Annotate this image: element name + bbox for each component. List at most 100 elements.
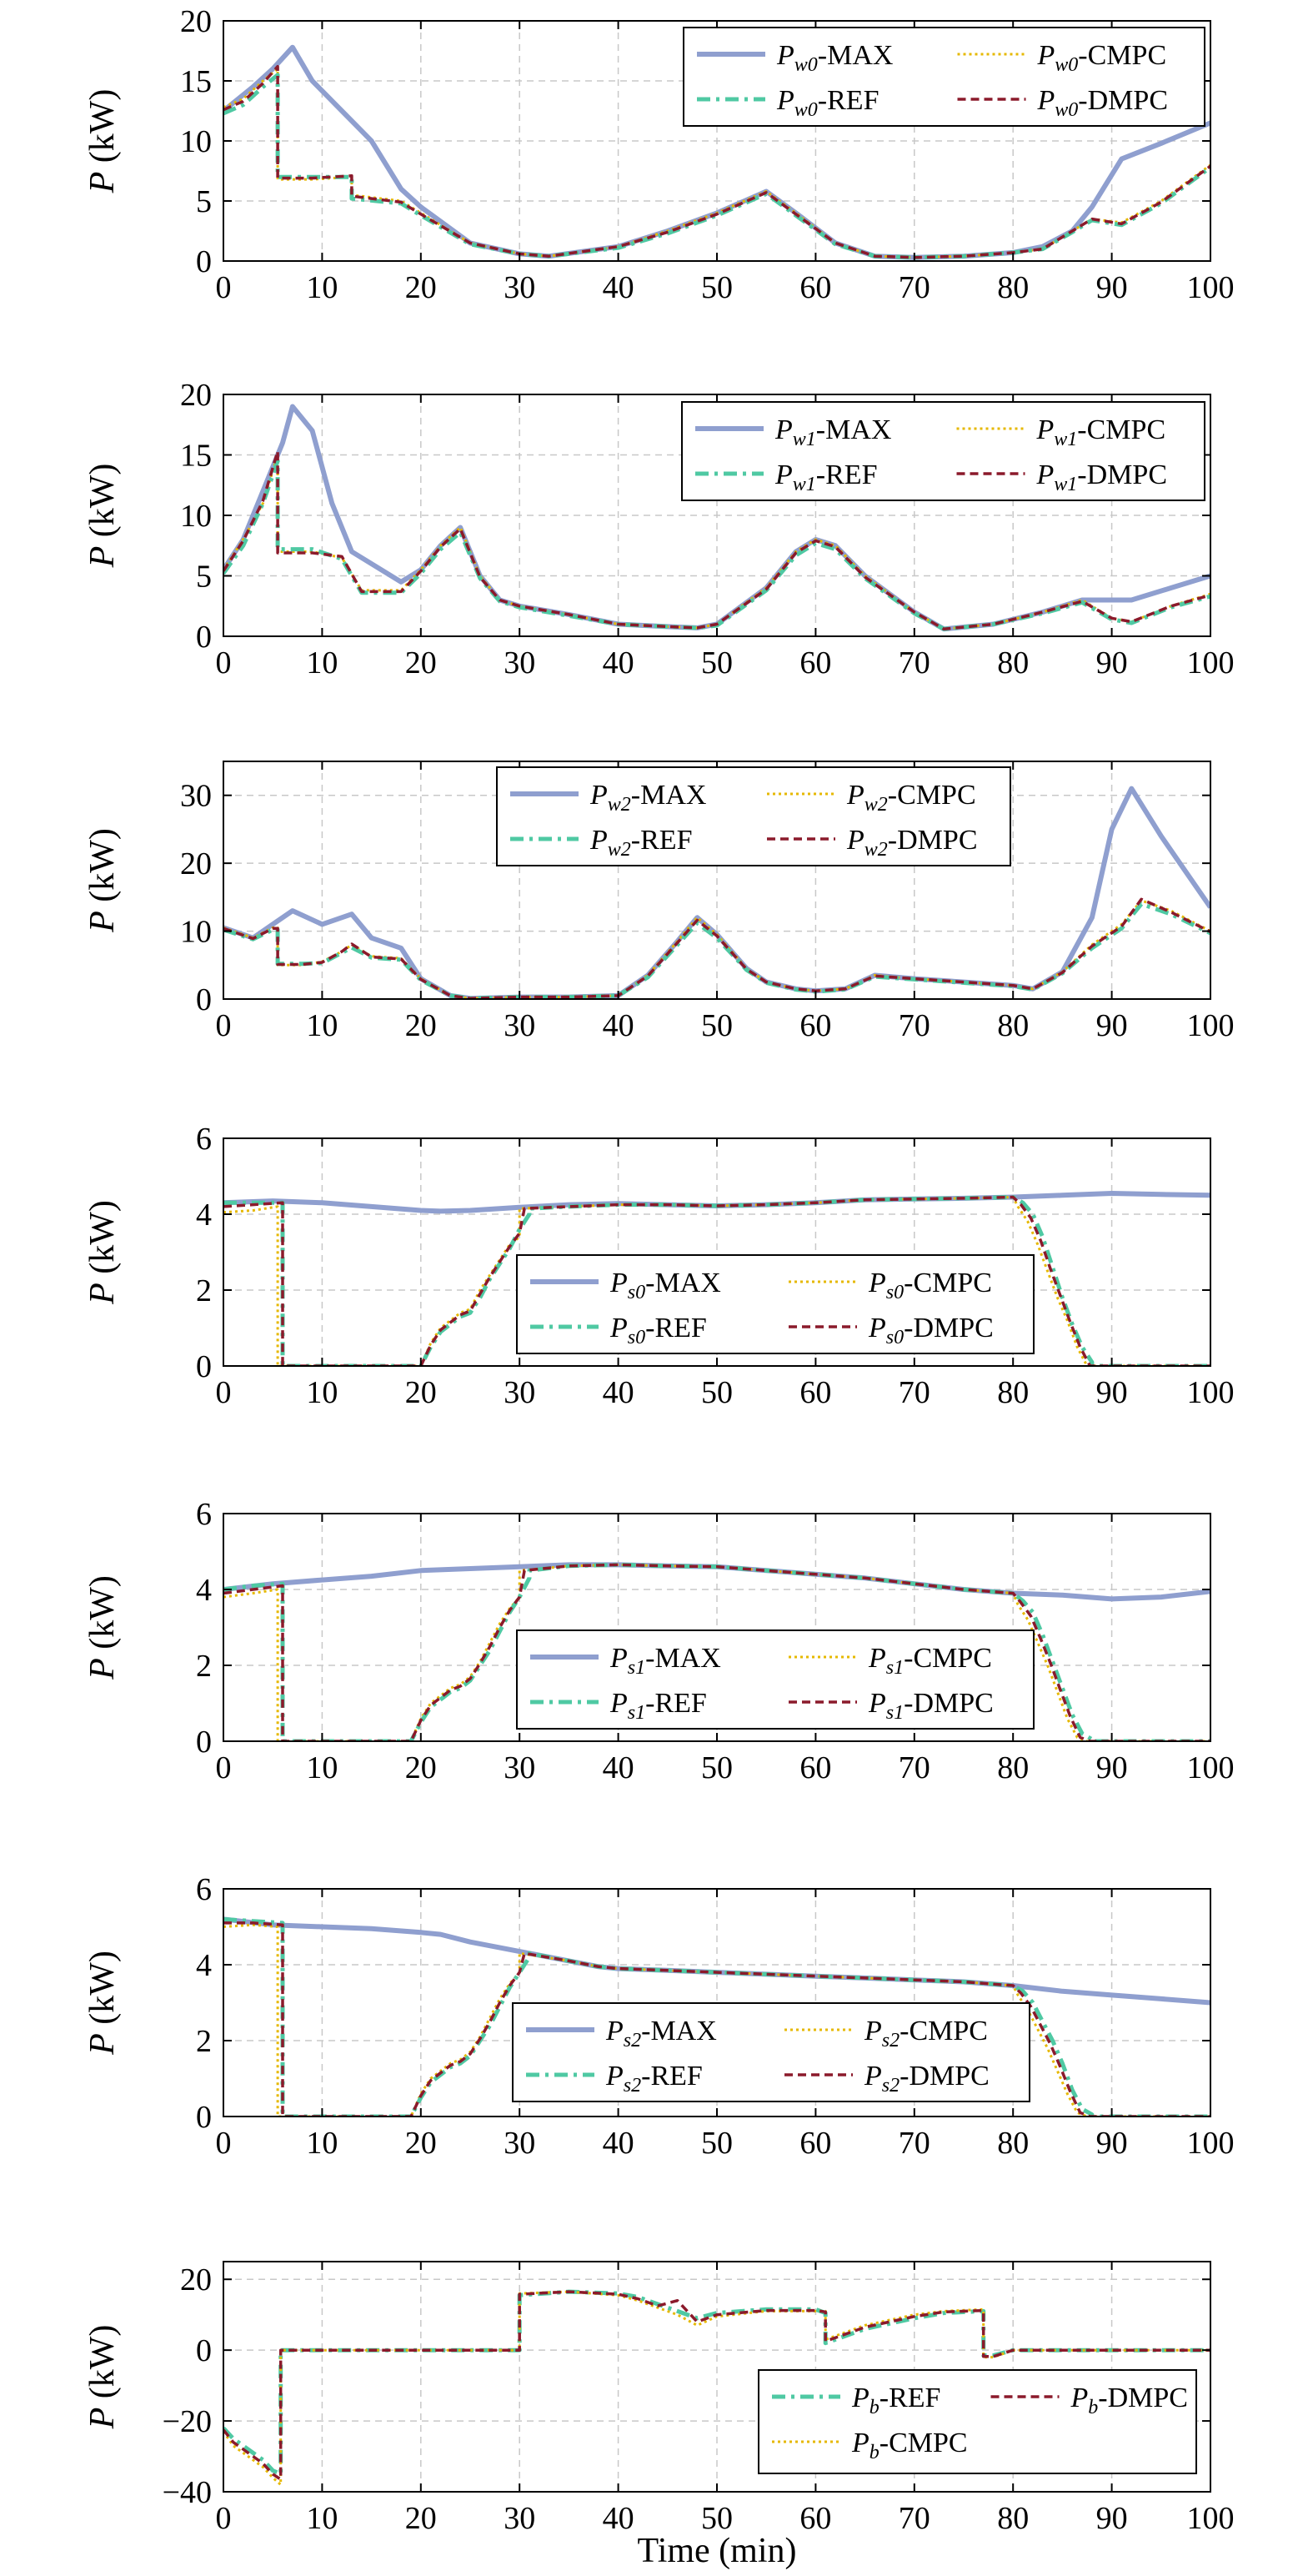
x-tick-label: 90 (1096, 2126, 1128, 2161)
x-tick-label: 80 (997, 2126, 1029, 2161)
y-tick-label: 15 (180, 439, 212, 474)
x-tick-label: 30 (504, 1375, 535, 1410)
x-tick-label: 60 (799, 2126, 831, 2161)
x-tick-label: 70 (899, 1375, 930, 1410)
x-tick-label: 90 (1096, 1750, 1128, 1785)
x-tick-label: 20 (405, 1008, 437, 1043)
legend-label: Ps1-MAX (609, 1643, 721, 1679)
x-tick-label: 40 (603, 2126, 634, 2161)
y-tick-label: 30 (180, 779, 212, 814)
x-tick-label: 100 (1187, 2501, 1235, 2536)
x-tick-label: 20 (405, 1375, 437, 1410)
x-tick-label: 40 (603, 1750, 634, 1785)
y-tick-label: 10 (180, 915, 212, 950)
legend: Pw0-MAX Pw0-CMPC Pw0-REF Pw0-DMPC (683, 27, 1205, 127)
y-axis-label: P (kW) (83, 464, 122, 569)
x-tick-label: 90 (1096, 645, 1128, 680)
legend-label: Pw1-MAX (774, 414, 891, 450)
x-tick-label: 60 (799, 645, 831, 680)
y-tick-label: 0 (196, 244, 212, 279)
legend: Ps1-MAX Ps1-CMPC Ps1-REF Ps1-DMPC (516, 1629, 1035, 1730)
x-tick-label: 60 (799, 2501, 831, 2536)
legend-label: Pw0-CMPC (1037, 40, 1167, 76)
x-tick-label: 70 (899, 2501, 930, 2536)
legend-label: Pw1-REF (774, 459, 877, 495)
y-tick-label: 20 (180, 2262, 212, 2297)
series-line-dmpc (223, 64, 1210, 259)
y-tick-label: 20 (180, 4, 212, 39)
series-line-max (223, 1562, 1210, 1602)
legend-label: Ps1-CMPC (868, 1643, 992, 1679)
legend-label: Ps0-REF (609, 1313, 707, 1348)
y-tick-label: 20 (180, 378, 212, 413)
x-tick-label: 20 (405, 1750, 437, 1785)
x-tick-label: 0 (216, 2501, 232, 2536)
legend: Ps0-MAX Ps0-CMPC Ps0-REF Ps0-DMPC (516, 1254, 1035, 1354)
x-tick-label: 90 (1096, 1375, 1128, 1410)
legend-label: Pw2-MAX (589, 780, 706, 816)
x-tick-label: 0 (216, 270, 232, 305)
legend-label: Pb-DMPC (1070, 2383, 1188, 2418)
x-tick-label: 10 (306, 1750, 338, 1785)
series-line-dmpc (223, 2290, 1210, 2481)
x-tick-label: 0 (216, 1750, 232, 1785)
legend-label: Pw2-REF (589, 825, 692, 861)
x-tick-label: 90 (1096, 1008, 1128, 1043)
x-tick-label: 100 (1187, 270, 1235, 305)
x-tick-label: 80 (997, 645, 1029, 680)
y-tick-label: 0 (196, 2333, 212, 2368)
y-axis-label: P (kW) (83, 2325, 122, 2430)
x-tick-label: 100 (1187, 1375, 1235, 1410)
x-tick-label: 100 (1187, 645, 1235, 680)
y-axis-label: P (kW) (83, 828, 122, 933)
y-tick-label: 2 (196, 2024, 212, 2059)
x-tick-label: 40 (603, 1008, 634, 1043)
y-tick-label: 15 (180, 64, 212, 99)
legend-label: Ps0-CMPC (868, 1268, 992, 1303)
y-tick-label: 4 (196, 1948, 212, 1983)
legend: Ps2-MAX Ps2-CMPC Ps2-REF Ps2-DMPC (512, 2002, 1030, 2102)
y-tick-label: 0 (196, 982, 212, 1017)
x-tick-label: 10 (306, 1008, 338, 1043)
panel-0: 0 10 20 30 40 50 60 70 80 90 100 0 5 10 15 20 P (kW) Pw0-… (83, 4, 1235, 305)
x-tick-label: 90 (1096, 270, 1128, 305)
panel-2: 0 10 20 30 40 50 60 70 80 90 100 0 10 20 30 P (kW) Pw2-M… (83, 761, 1235, 1043)
x-tick-label: 70 (899, 270, 930, 305)
x-tick-label: 40 (603, 645, 634, 680)
series-line-dmpc (223, 1195, 1210, 1366)
legend-label: Pb-CMPC (851, 2428, 968, 2463)
x-tick-label: 70 (899, 645, 930, 680)
x-tick-label: 0 (216, 1375, 232, 1410)
legend-label: Ps2-REF (605, 2061, 703, 2096)
legend-label: Pw1-DMPC (1036, 459, 1168, 495)
series-line-ref (223, 2289, 1210, 2477)
x-tick-label: 60 (799, 1375, 831, 1410)
legend-label: Ps0-MAX (609, 1268, 721, 1303)
x-tick-label: 10 (306, 2126, 338, 2161)
y-axis-label: P (kW) (83, 1951, 122, 2056)
y-tick-label: 5 (196, 560, 212, 595)
y-tick-label: 0 (196, 1349, 212, 1384)
x-tick-label: 0 (216, 2126, 232, 2161)
y-tick-label: 0 (196, 2100, 212, 2135)
x-tick-label: 100 (1187, 1008, 1235, 1043)
panel-1: 0 10 20 30 40 50 60 70 80 90 100 0 5 10 15 20 P (kW) Pw1-… (83, 378, 1235, 680)
x-tick-label: 20 (405, 270, 437, 305)
x-tick-label: 10 (306, 2501, 338, 2536)
legend-label: Pb-REF (851, 2383, 940, 2418)
x-tick-label: 30 (504, 1750, 535, 1785)
y-tick-label: 10 (180, 124, 212, 159)
x-tick-label: 50 (701, 1008, 733, 1043)
x-tick-label: 30 (504, 645, 535, 680)
x-tick-label: 80 (997, 1750, 1029, 1785)
x-tick-label: 0 (216, 1008, 232, 1043)
x-tick-label: 50 (701, 645, 733, 680)
x-tick-label: 70 (899, 1008, 930, 1043)
y-tick-label: −20 (163, 2404, 212, 2439)
x-tick-label: 60 (799, 270, 831, 305)
x-tick-label: 80 (997, 270, 1029, 305)
x-tick-label: 50 (701, 1750, 733, 1785)
